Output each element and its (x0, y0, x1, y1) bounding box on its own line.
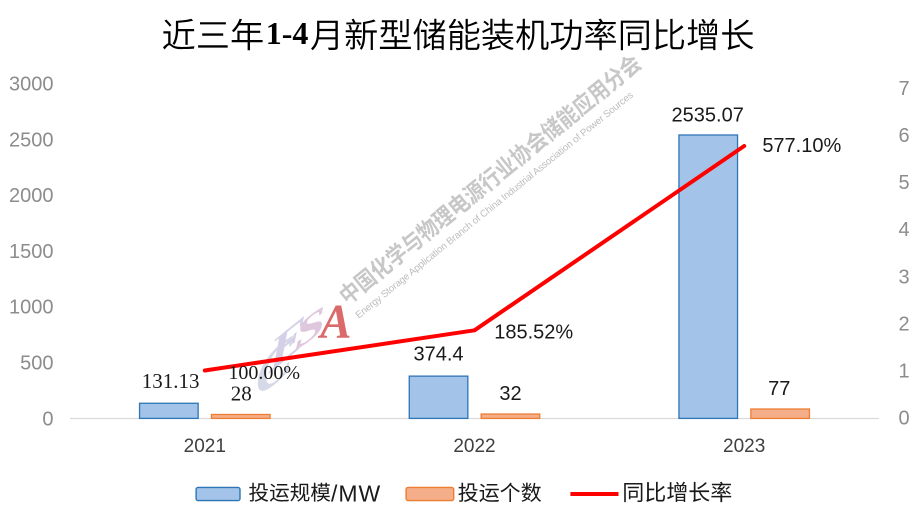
svg-text:A: A (317, 294, 351, 348)
svg-text:100.00%: 100.00% (228, 362, 300, 384)
svg-text:32: 32 (499, 383, 521, 405)
svg-text:374.4: 374.4 (413, 344, 463, 366)
svg-text:577.10%: 577.10% (762, 135, 841, 157)
svg-text:5: 5 (899, 172, 910, 194)
svg-text:3: 3 (899, 266, 910, 288)
svg-text:1: 1 (899, 360, 910, 382)
svg-text:500: 500 (20, 353, 53, 375)
svg-text:0: 0 (899, 408, 910, 430)
svg-text:131.13: 131.13 (142, 369, 200, 393)
svg-text:2022: 2022 (453, 436, 495, 457)
svg-text:4: 4 (899, 219, 910, 241)
svg-text:2023: 2023 (723, 436, 765, 457)
svg-text:77: 77 (768, 378, 790, 400)
svg-text:3000: 3000 (9, 74, 54, 96)
svg-text:2021: 2021 (184, 436, 226, 457)
svg-text:185.52%: 185.52% (494, 321, 573, 343)
svg-text:7: 7 (899, 78, 910, 100)
svg-text:2500: 2500 (9, 129, 54, 151)
svg-text:1500: 1500 (9, 241, 54, 263)
svg-text:2: 2 (899, 313, 910, 335)
svg-text:2000: 2000 (9, 185, 54, 207)
svg-text:1000: 1000 (9, 297, 54, 319)
svg-text:1-4: 1-4 (266, 15, 309, 51)
svg-text:28: 28 (231, 382, 252, 406)
svg-text:/MW: /MW (331, 481, 381, 507)
svg-text:2535.07: 2535.07 (672, 105, 744, 127)
svg-text:0: 0 (42, 408, 53, 430)
svg-text:6: 6 (899, 125, 910, 147)
